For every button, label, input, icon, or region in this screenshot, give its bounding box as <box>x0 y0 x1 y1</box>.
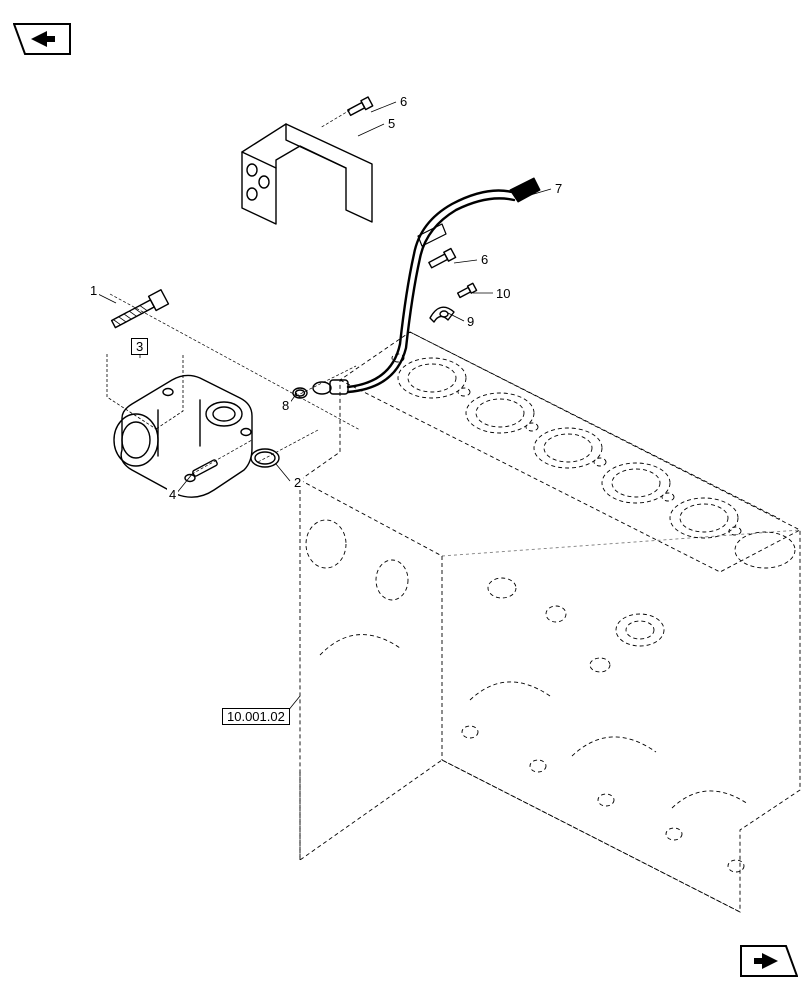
exploded-view-svg <box>0 0 812 1000</box>
nav-prev-icon[interactable] <box>13 23 71 55</box>
callout-ref: 10.001.02 <box>222 708 290 725</box>
callout-5: 5 <box>386 116 397 131</box>
callout-4: 4 <box>167 487 178 502</box>
part-bracket-5 <box>242 124 372 224</box>
assembly-centerlines <box>110 110 360 474</box>
part-oring-2 <box>251 449 279 467</box>
part-oring-8 <box>293 388 307 398</box>
leader-lines <box>96 102 551 717</box>
engine-block-phantom <box>300 332 800 912</box>
callout-8: 8 <box>280 398 291 413</box>
part-screw-6a <box>347 97 373 117</box>
callout-2: 2 <box>292 475 303 490</box>
part-screw-6b <box>428 249 456 270</box>
part-housing-3 <box>114 375 252 497</box>
diagram-page: 1 2 3 4 5 6 6 7 8 9 10 10.001.02 <box>0 0 812 1000</box>
callout-3: 3 <box>131 338 148 355</box>
callout-7: 7 <box>553 181 564 196</box>
nav-next-icon[interactable] <box>740 945 798 977</box>
callout-10: 10 <box>494 286 512 301</box>
part-screw-10 <box>457 283 477 299</box>
callout-1: 1 <box>88 283 99 298</box>
callout-6a: 6 <box>398 94 409 109</box>
callout-9: 9 <box>465 314 476 329</box>
part-bolt-1 <box>110 290 169 331</box>
callout-6b: 6 <box>479 252 490 267</box>
